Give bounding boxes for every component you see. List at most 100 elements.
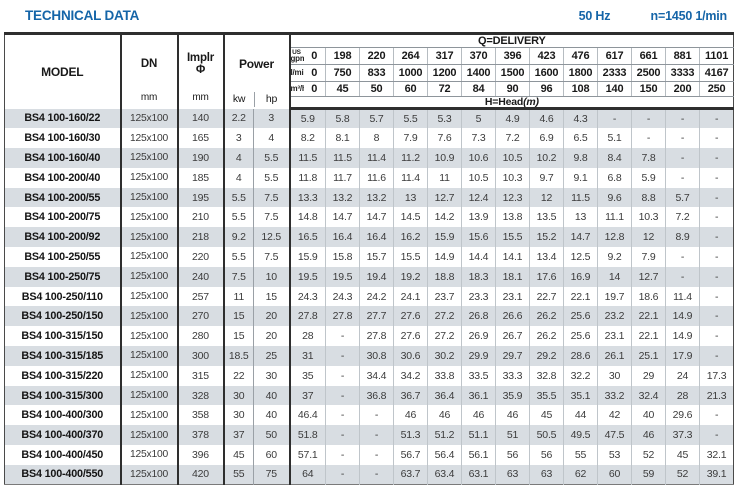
head-value-cell: 37 (288, 385, 326, 406)
dn-cell: 125x100 (119, 385, 178, 406)
head-value-cell: 9.8 (563, 148, 598, 168)
head-value-cell: 14.7 (563, 227, 598, 248)
head-value-cell: 27.2 (427, 306, 462, 327)
head-value-cell: 13.2 (325, 187, 360, 208)
kw-cell: 5.5 (222, 207, 254, 228)
m3h-unit-label: m³/h (289, 81, 304, 97)
head-value-cell: 8.4 (597, 148, 632, 168)
kw-cell: 3 (222, 128, 254, 149)
head-value-cell: 15.6 (461, 227, 496, 248)
head-value-cell: - (698, 286, 734, 307)
dn-cell: 125x100 (119, 286, 178, 307)
head-value-cell: - (325, 365, 360, 386)
head-value-cell: 30.6 (393, 346, 428, 366)
head-value-cell: 39.1 (698, 464, 734, 485)
head-value-cell: 34.2 (393, 365, 428, 386)
head-value-cell: 11.5 (325, 148, 360, 168)
head-value-cell: 64 (288, 464, 326, 485)
head-value-cell: - (698, 128, 734, 149)
head-value-cell: 59 (631, 464, 666, 485)
head-value-cell: 60 (597, 464, 632, 485)
head-value-cell: 25.6 (563, 326, 598, 347)
head-value-cell: - (665, 128, 700, 149)
head-value-cell: 24.2 (359, 286, 394, 307)
impeller-diameter-cell: 210 (176, 207, 224, 228)
hp-cell: 20 (253, 326, 290, 347)
head-value-cell: 11.7 (325, 167, 360, 188)
delivery-value: 140 (597, 81, 632, 97)
kw-cell: 7.5 (222, 266, 254, 287)
dn-cell: 125x100 (119, 187, 178, 208)
impeller-diameter-cell: 358 (176, 405, 224, 426)
head-value-cell: 46.4 (288, 405, 326, 426)
head-value-cell: 14.9 (665, 326, 700, 347)
head-value-cell: 22.1 (563, 286, 598, 307)
head-value-cell: 34.4 (359, 365, 394, 386)
model-cell: BS4 100-400/450 (21, 448, 104, 461)
head-value-cell: 29.9 (461, 346, 496, 366)
head-value-cell: 14.7 (359, 207, 394, 228)
head-value-cell: 14.9 (427, 247, 462, 267)
delivery-value: 108 (563, 81, 598, 97)
head-value-cell: 26.1 (597, 346, 632, 366)
head-value-cell: 24.3 (325, 286, 360, 307)
impeller-diameter-symbol: Φ (195, 64, 206, 77)
delivery-value: 1800 (563, 64, 598, 82)
hp-cell: 60 (253, 445, 290, 465)
impeller-diameter-cell: 270 (176, 306, 224, 327)
hp-cell: 12.5 (253, 227, 290, 248)
head-value-cell: 5.9 (288, 108, 326, 129)
impeller-diameter-cell: 396 (176, 445, 224, 465)
delivery-value: 370 (461, 47, 496, 65)
table-row: BS4 100-250/55 125x100 220 5.5 7.5 15.9 15.8 15… (5, 247, 734, 267)
model-cell: BS4 100-400/550 (4, 464, 121, 485)
head-value-cell: 27.8 (288, 306, 326, 327)
table-row: BS4 100-250/110 125x100 257 11 15 24.3 24.3 24.… (5, 286, 734, 307)
dn-cell: 125x100 (119, 148, 178, 168)
head-value-cell: 13.8 (495, 207, 530, 228)
head-value-cell: 7.2 (495, 128, 530, 149)
hp-cell: 50 (253, 425, 290, 446)
model-cell: BS4 100-200/55 (4, 187, 121, 208)
head-value-cell: 52 (665, 464, 700, 485)
delivery-value: 72 (427, 81, 462, 97)
kw-cell: 4 (222, 148, 254, 168)
dn-cell: 125x100 (119, 167, 178, 188)
dn-cell: 125x100 (119, 128, 178, 149)
head-value-cell: - (665, 167, 700, 188)
head-value-cell: 7.8 (631, 148, 666, 168)
head-value-cell: - (698, 306, 734, 327)
dn-cell: 125x100 (119, 445, 178, 465)
delivery-value: 317 (427, 47, 462, 65)
model-cell: BS4 100-250/150 (4, 306, 121, 327)
head-value-cell: 11.4 (393, 167, 428, 188)
head-value-cell: 18.6 (631, 286, 666, 307)
head-value-cell: - (698, 266, 734, 287)
delivery-value: 1400 (461, 64, 496, 82)
delivery-value: 200 (665, 81, 700, 97)
table-row: BS4 100-160/40 125x100 190 4 5.5 11.5 11.5 11.4… (4, 148, 734, 168)
delivery-value: 3333 (665, 64, 700, 82)
delivery-value: 833 (359, 64, 394, 82)
head-value-cell: 15.8 (325, 247, 360, 267)
head-value-cell: 29.2 (529, 346, 564, 366)
head-value-cell: 36.8 (359, 385, 394, 406)
head-value-cell: 51.1 (461, 425, 496, 446)
table-row: BS4 100-200/92 125x100 218 9.2 12.5 16.5 16.4 1… (4, 227, 734, 248)
head-value-cell: 5 (461, 108, 496, 129)
gpm-unit-label: US gpm (289, 47, 304, 65)
table-header: MODEL DN mm Implr Φ mm (4, 33, 734, 110)
kw-cell: 45 (222, 445, 254, 465)
head-value-cell: 26.2 (529, 326, 564, 347)
head-value-cell: 46 (495, 405, 530, 426)
table-row: BS4 100-200/75 125x100 210 5.5 7.5 14.8 14.7 14… (5, 207, 734, 228)
head-value-cell: 27.7 (359, 306, 394, 327)
table-row: BS4 100-400/550 125x100 420 55 75 64- -63.7 63.… (4, 464, 734, 485)
table-row: BS4 100-315/185 125x100 300 18.5 25 31-30.8 30… (4, 346, 734, 366)
column-header-dn: DN mm (120, 33, 179, 109)
head-value-cell: 8.8 (631, 187, 666, 208)
impeller-diameter-cell: 165 (176, 128, 224, 149)
dn-cell: 125x100 (119, 266, 178, 287)
head-value-cell: 27.8 (325, 306, 360, 327)
impeller-diameter-cell: 195 (176, 187, 224, 208)
